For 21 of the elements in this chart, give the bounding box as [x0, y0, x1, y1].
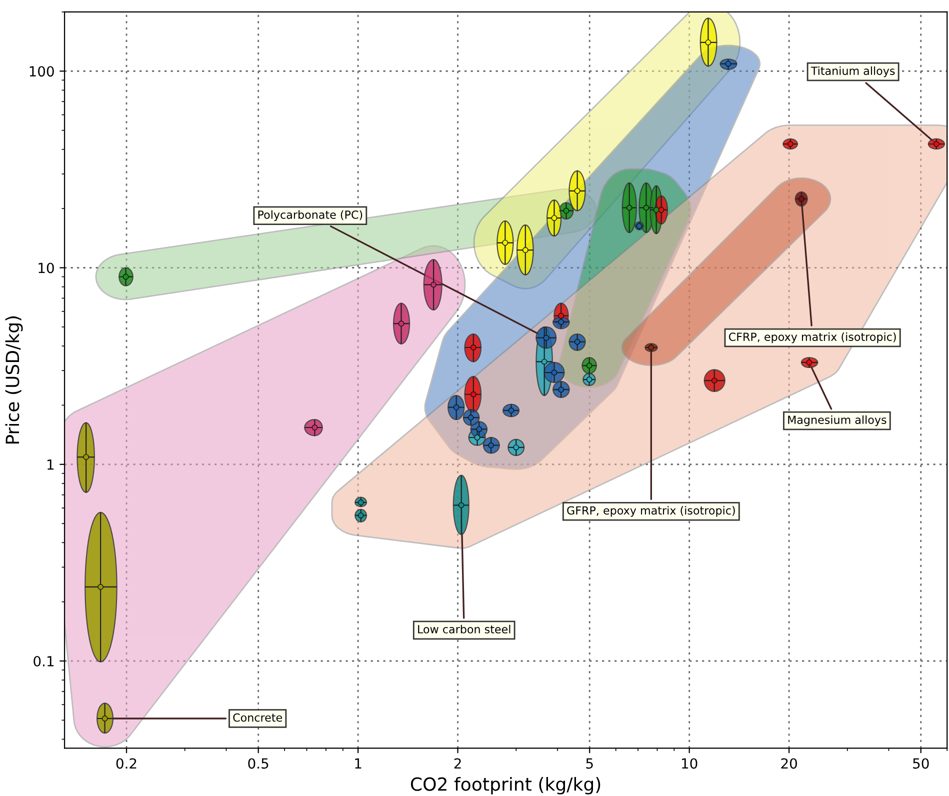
- annotation: Low carbon steel: [418, 624, 510, 634]
- x-tick-label: 20: [781, 758, 797, 769]
- y-tick-label: 100: [30, 66, 54, 77]
- y-tick-label: 10: [38, 262, 54, 274]
- y-tick-label: 1: [48, 460, 54, 470]
- x-tick-label: 10: [682, 758, 698, 769]
- x-axis-title: CO2 footprint (kg/kg): [410, 776, 600, 794]
- annotation: CFRP, epoxy matrix (isotropic): [728, 332, 896, 344]
- x-tick-label: 1: [355, 758, 362, 769]
- annotation: GFRP, epoxy matrix (isotropic): [567, 506, 735, 517]
- annotation: Polycarbonate (PC): [258, 210, 362, 222]
- y-axis-title: Price (USD/kg): [5, 316, 23, 444]
- y-tick-label: 0.1: [34, 656, 54, 666]
- annotation: Magnesium alloys: [788, 415, 886, 426]
- x-tick-label: 0.2: [116, 758, 136, 769]
- annotation: Titanium alloys: [810, 66, 895, 78]
- annotation: Concrete: [233, 713, 282, 722]
- x-tick-label: 50: [913, 758, 929, 769]
- x-tick-label: 2: [454, 758, 461, 769]
- x-tick-label: 0.5: [248, 758, 268, 769]
- x-tick-label: 5: [586, 758, 593, 769]
